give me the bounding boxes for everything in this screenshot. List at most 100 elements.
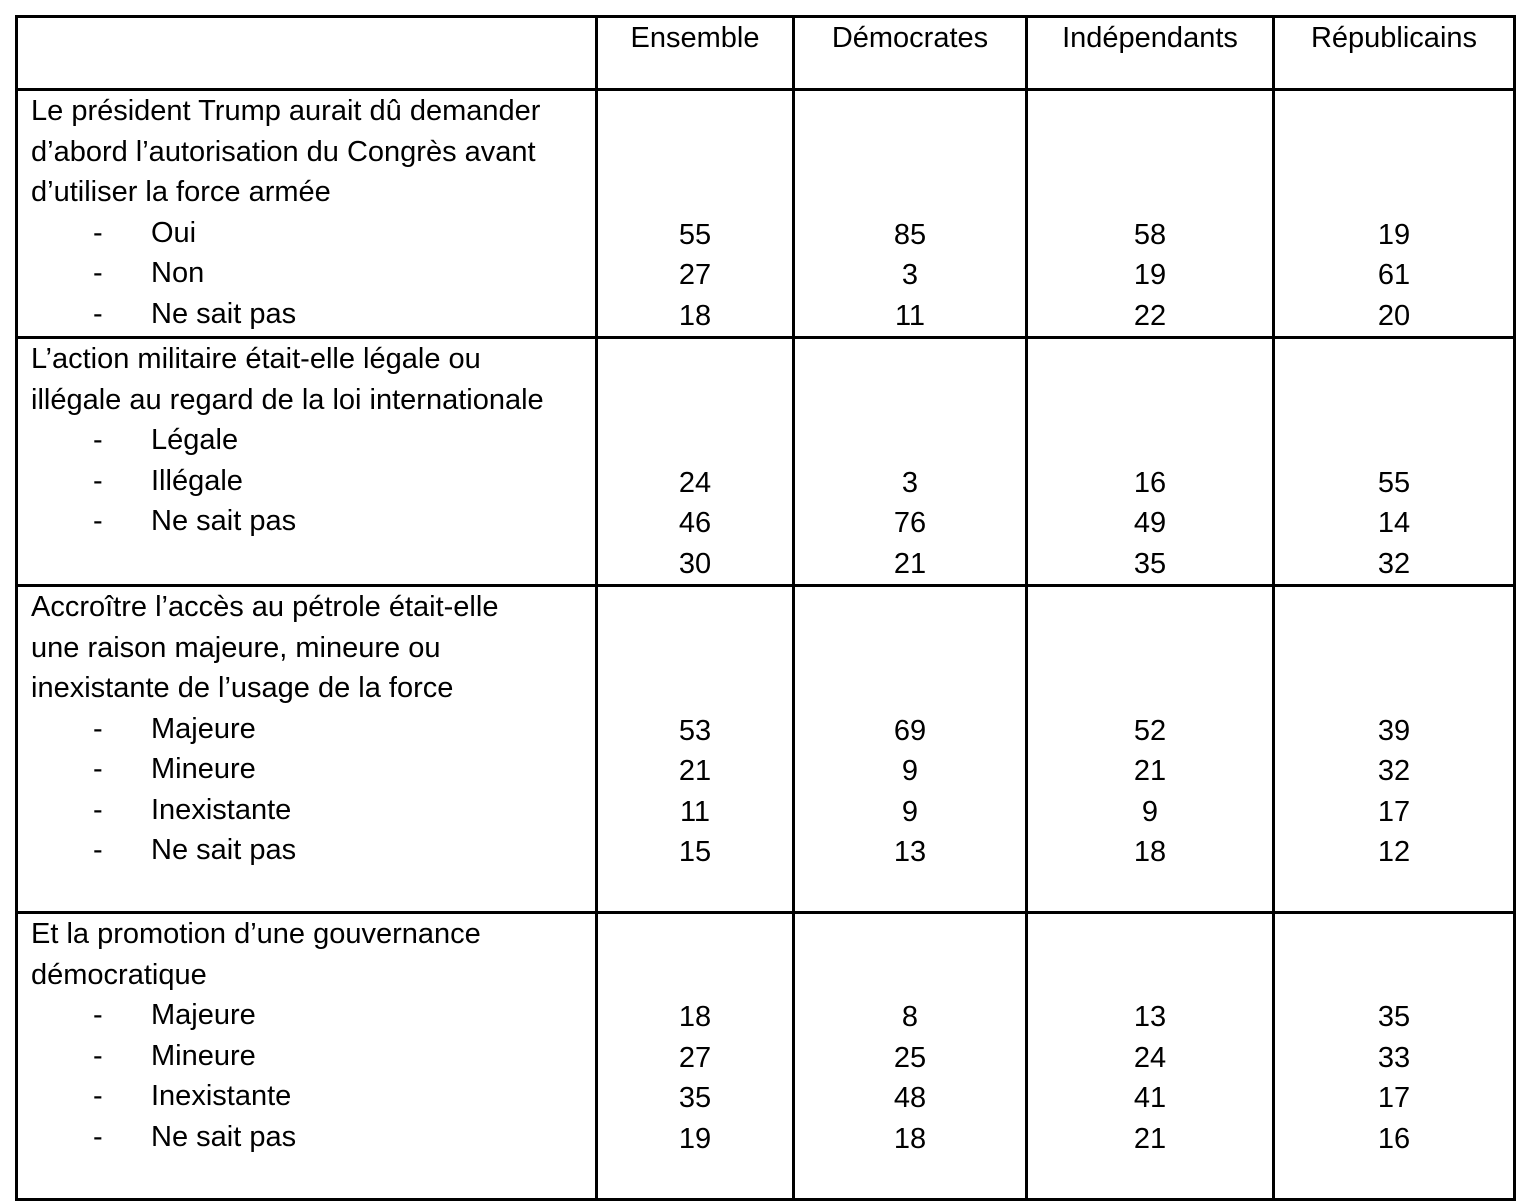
value: 19 bbox=[1377, 218, 1411, 251]
values-cell-independants: 16 49 35 bbox=[1025, 336, 1275, 587]
values-cell-ensemble: 18 27 35 19 bbox=[595, 911, 795, 1201]
question-line: Le président Trump aurait dû demander bbox=[31, 95, 541, 127]
answer-option-label: Majeure bbox=[151, 999, 256, 1031]
list-dash-icon: - bbox=[93, 505, 103, 537]
value: 32 bbox=[1377, 547, 1411, 580]
value: 22 bbox=[1133, 299, 1167, 332]
value: 3 bbox=[901, 466, 919, 499]
values-cell-republicains: 39 32 17 12 bbox=[1272, 584, 1516, 914]
value: 18 bbox=[1133, 836, 1167, 868]
value: 25 bbox=[893, 1041, 927, 1074]
value: 8 bbox=[901, 1001, 919, 1033]
blank-line bbox=[20, 542, 594, 583]
question-cell: L’action militaire était-elle légale ou … bbox=[15, 336, 598, 587]
list-dash-icon: - bbox=[93, 257, 103, 289]
value: 16 bbox=[1377, 1122, 1411, 1155]
value bbox=[600, 422, 791, 463]
values-cell-independants: 58 19 22 bbox=[1025, 88, 1275, 339]
value: 15 bbox=[678, 836, 712, 868]
value: 35 bbox=[1133, 547, 1167, 580]
value: 76 bbox=[893, 507, 927, 539]
value: 49 bbox=[1133, 507, 1167, 539]
value: 20 bbox=[1377, 299, 1411, 332]
value: 21 bbox=[1133, 1122, 1167, 1155]
answer-option-label: Non bbox=[151, 257, 205, 289]
value: 35 bbox=[678, 1082, 712, 1114]
answer-option: - Ne sait pas bbox=[20, 830, 594, 871]
value: 55 bbox=[1377, 466, 1411, 499]
list-dash-icon: - bbox=[93, 712, 103, 745]
answer-option-label: Ne sait pas bbox=[151, 297, 297, 330]
value: 9 bbox=[901, 755, 919, 787]
values-cell-democrates: 8 25 48 18 bbox=[792, 911, 1028, 1201]
column-header-independants: Indépendants bbox=[1025, 15, 1275, 91]
section-row-democratic-governance: Et la promotion d’une gouvernance démocr… bbox=[15, 911, 1516, 1201]
values-cell-republicains: 35 33 17 16 bbox=[1272, 911, 1516, 1201]
list-dash-icon: - bbox=[93, 464, 103, 497]
value: 18 bbox=[678, 1001, 712, 1033]
column-header-republicains: Républicains bbox=[1272, 15, 1516, 91]
list-dash-icon: - bbox=[93, 793, 103, 826]
list-dash-icon: - bbox=[93, 424, 103, 456]
values-cell-independants: 52 21 9 18 bbox=[1025, 584, 1275, 914]
value: 30 bbox=[678, 547, 712, 580]
question-line: d’utiliser la force armée bbox=[31, 176, 331, 208]
values-cell-democrates: 3 76 21 bbox=[792, 336, 1028, 587]
value: 33 bbox=[1377, 1041, 1411, 1074]
question-cell: Accroître l’accès au pétrole était-elle … bbox=[15, 584, 598, 914]
answer-option: - Illégale bbox=[20, 461, 594, 502]
answer-option: - Inexistante bbox=[20, 790, 594, 831]
value: 48 bbox=[893, 1082, 927, 1114]
answer-option: - Mineure bbox=[20, 749, 594, 790]
answer-option: - Légale bbox=[20, 420, 594, 461]
value: 17 bbox=[1377, 1082, 1411, 1114]
value: 41 bbox=[1133, 1082, 1167, 1114]
value: 27 bbox=[678, 1041, 712, 1074]
value: 11 bbox=[894, 299, 926, 332]
value: 17 bbox=[1377, 795, 1411, 828]
answer-option-label: Ne sait pas bbox=[151, 834, 297, 866]
value: 19 bbox=[1133, 259, 1167, 291]
answer-option: - Majeure bbox=[20, 995, 594, 1036]
list-dash-icon: - bbox=[93, 753, 103, 785]
answer-option-label: Ne sait pas bbox=[151, 505, 297, 537]
question-line: Et la promotion d’une gouvernance bbox=[31, 918, 481, 950]
answer-option-label: Oui bbox=[151, 216, 197, 249]
list-dash-icon: - bbox=[93, 216, 103, 249]
answer-option: - Oui bbox=[20, 213, 594, 254]
value: 24 bbox=[1133, 1041, 1167, 1074]
question-cell: Le président Trump aurait dû demander d’… bbox=[15, 88, 598, 339]
value: 21 bbox=[893, 547, 927, 580]
question-line: illégale au regard de la loi internation… bbox=[31, 383, 544, 416]
question-line: démocratique bbox=[31, 958, 207, 991]
section-row-congress-authorization: Le président Trump aurait dû demander d’… bbox=[15, 88, 1516, 339]
column-header-ensemble: Ensemble bbox=[595, 15, 795, 91]
list-dash-icon: - bbox=[93, 999, 103, 1031]
list-dash-icon: - bbox=[93, 834, 103, 866]
value: 58 bbox=[1133, 218, 1167, 251]
question-line: inexistante de l’usage de la force bbox=[31, 672, 454, 704]
header-cell-empty bbox=[15, 15, 598, 91]
answer-option: - Majeure bbox=[20, 709, 594, 750]
list-dash-icon: - bbox=[93, 1080, 103, 1112]
value: 46 bbox=[678, 507, 712, 539]
list-dash-icon: - bbox=[93, 1039, 103, 1072]
answer-option-label: Légale bbox=[151, 424, 239, 456]
header-row: Ensemble Démocrates Indépendants Républi… bbox=[15, 15, 1516, 91]
section-row-oil-access: Accroître l’accès au pétrole était-elle … bbox=[15, 584, 1516, 914]
value: 18 bbox=[678, 299, 712, 332]
values-cell-ensemble: 55 27 18 bbox=[595, 88, 795, 339]
value: 13 bbox=[1133, 1001, 1167, 1033]
value: 3 bbox=[901, 259, 919, 291]
value: 21 bbox=[1133, 755, 1167, 787]
value: 9 bbox=[901, 795, 919, 828]
answer-option-label: Inexistante bbox=[151, 793, 292, 826]
value: 9 bbox=[1141, 795, 1159, 828]
value: 85 bbox=[893, 218, 927, 251]
values-cell-republicains: 55 14 32 bbox=[1272, 336, 1516, 587]
question-line: Accroître l’accès au pétrole était-elle bbox=[31, 591, 499, 623]
answer-option-label: Mineure bbox=[151, 753, 256, 785]
answer-option-label: Majeure bbox=[151, 712, 256, 745]
value: 32 bbox=[1377, 755, 1411, 787]
answer-option-label: Mineure bbox=[151, 1039, 256, 1072]
